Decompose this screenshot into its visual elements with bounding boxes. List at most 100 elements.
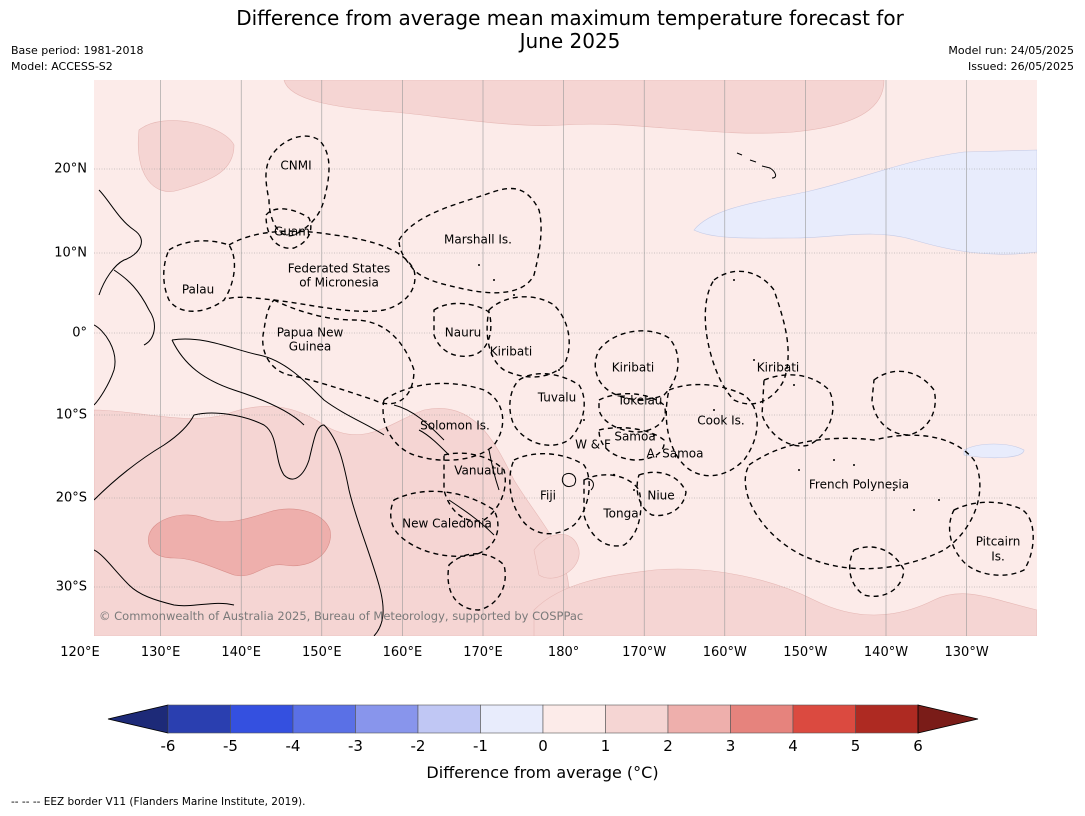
x-tick-label: 150°W bbox=[783, 645, 828, 660]
coast-australia bbox=[94, 412, 384, 636]
anomaly-region-south-east bbox=[533, 568, 1037, 636]
map-panel: CNMI Guam Marshall Is. Federated States … bbox=[94, 80, 1037, 636]
eez-nauru bbox=[433, 302, 492, 357]
eez-fp-north bbox=[871, 370, 936, 436]
label-nauru: Nauru bbox=[444, 325, 482, 340]
coastlines bbox=[94, 152, 777, 636]
label-png-1: Papua New bbox=[276, 325, 344, 340]
colorbar-segment bbox=[605, 704, 669, 734]
issued-date: Issued: 26/05/2025 bbox=[967, 60, 1074, 73]
anomaly-region-north bbox=[283, 80, 885, 134]
eez-kiribati-east bbox=[761, 374, 834, 447]
label-fsm-1: Federated States bbox=[287, 261, 391, 276]
y-tick-label: 10°N bbox=[54, 245, 87, 261]
model-run: Model run: 24/05/2025 bbox=[948, 44, 1074, 57]
colorbar-segment bbox=[542, 704, 606, 734]
eez-french-poly-south bbox=[848, 546, 905, 597]
label-tonga: Tonga bbox=[603, 506, 639, 521]
colorbar-tick-label: -6 bbox=[160, 737, 176, 755]
anomaly-region-south-west bbox=[94, 406, 570, 636]
x-tick-label: 170°W bbox=[622, 645, 667, 660]
label-kiribati-east: Kiribati bbox=[756, 360, 800, 375]
x-tick-label: 180° bbox=[547, 645, 580, 660]
x-tick-label: 120°E bbox=[60, 645, 100, 660]
label-cnmi: CNMI bbox=[280, 158, 312, 173]
eez-kiribati-phoenix bbox=[594, 330, 679, 401]
label-pitcairn-1: Pitcairn bbox=[975, 534, 1021, 549]
label-tokelau: Tokelau bbox=[617, 393, 663, 408]
eez-fiji bbox=[509, 452, 590, 535]
coast-hawaii bbox=[736, 152, 777, 179]
coast-borneo bbox=[94, 324, 116, 406]
label-png-2: Guinea bbox=[288, 339, 332, 354]
colorbar-tick-label: -3 bbox=[348, 737, 363, 755]
label-niue: Niue bbox=[647, 488, 675, 503]
graticule bbox=[94, 80, 1037, 636]
eez-tonga bbox=[583, 474, 642, 547]
meta-left: Base period: 1981-2018 Model: ACCESS-S2 bbox=[11, 43, 143, 75]
coast-philippines bbox=[98, 189, 155, 346]
y-tick-label: 0° bbox=[72, 325, 87, 341]
label-solomon: Solomon Is. bbox=[420, 418, 490, 433]
colorbar-segment bbox=[730, 704, 794, 734]
colorbar-segment bbox=[167, 704, 231, 734]
title-line-1: Difference from average mean maximum tem… bbox=[236, 6, 904, 30]
eez-vanuatu bbox=[443, 452, 506, 522]
eez-pitcairn bbox=[948, 501, 1034, 576]
colorbar-tick-label: -2 bbox=[410, 737, 426, 755]
y-tick-label: 20°N bbox=[54, 161, 87, 177]
anomaly-region-philippines bbox=[137, 120, 235, 192]
colorbar-segment bbox=[855, 704, 919, 734]
y-tick-label: 10°S bbox=[55, 407, 87, 423]
colorbar-tick-label: -4 bbox=[285, 737, 301, 755]
x-tick-label: 140°E bbox=[221, 645, 261, 660]
x-tick-label: 170°E bbox=[463, 645, 503, 660]
label-french-polynesia: French Polynesia bbox=[808, 477, 910, 492]
eez-kiribati-line bbox=[704, 270, 789, 405]
colorbar bbox=[107, 704, 979, 734]
colorbar-tick-label: 6 bbox=[913, 737, 923, 755]
colorbar-segment bbox=[355, 704, 419, 734]
colorbar-tick-label: 0 bbox=[538, 737, 548, 755]
coast-new-guinea bbox=[171, 338, 385, 436]
colorbar-tick-label: -5 bbox=[223, 737, 238, 755]
chart-title: Difference from average mean maximum tem… bbox=[0, 7, 1085, 53]
label-wallis-futuna: W & F bbox=[575, 437, 611, 452]
coast-solomon bbox=[393, 404, 450, 456]
colorbar-segment bbox=[792, 704, 856, 734]
colorbar-tick-label: 3 bbox=[725, 737, 736, 755]
label-guam: Guam bbox=[274, 224, 310, 239]
base-period: Base period: 1981-2018 bbox=[11, 44, 144, 57]
label-kiribati-west: Kiribati bbox=[489, 344, 533, 359]
anomaly-region-north-pacific-cool bbox=[693, 149, 1037, 255]
eez-french-polynesia bbox=[744, 434, 981, 570]
label-new-caledonia: New Caledonia bbox=[402, 516, 492, 531]
y-tick-label: 20°S bbox=[55, 490, 87, 506]
label-palau: Palau bbox=[181, 282, 215, 297]
colorbar-segment bbox=[417, 704, 481, 734]
model-name: Model: ACCESS-S2 bbox=[11, 60, 113, 73]
anomaly-region-australia-warm bbox=[148, 508, 331, 577]
label-fsm-2: of Micronesia bbox=[299, 275, 379, 290]
x-tick-label: 160°E bbox=[382, 645, 423, 660]
anomaly-region-small-1 bbox=[533, 534, 580, 579]
island-dots bbox=[478, 264, 940, 511]
colorbar-under-arrow bbox=[107, 704, 169, 734]
label-vanuatu: Vanuatu bbox=[454, 463, 504, 478]
label-fiji: Fiji bbox=[539, 488, 557, 503]
label-marshall: Marshall Is. bbox=[444, 232, 512, 247]
colorbar-segment bbox=[292, 704, 356, 734]
colorbar-tick-label: 2 bbox=[663, 737, 673, 755]
label-cook: Cook Is. bbox=[697, 413, 745, 428]
coast-new-caledonia bbox=[448, 499, 495, 536]
y-tick-label: 30°S bbox=[55, 579, 87, 595]
eez-borders bbox=[163, 135, 1034, 611]
x-tick-label: 130°W bbox=[944, 645, 989, 660]
colorbar-tick-label: -1 bbox=[473, 737, 488, 755]
footnote-eez: -- -- -- EEZ border V11 (Flanders Marine… bbox=[11, 796, 306, 808]
eez-kermadec bbox=[447, 553, 506, 611]
eez-kiribati-gilbert bbox=[486, 296, 570, 378]
colorbar-label: Difference from average (°C) bbox=[426, 763, 659, 782]
eez-png bbox=[262, 299, 415, 405]
colorbar-segment bbox=[480, 704, 544, 734]
